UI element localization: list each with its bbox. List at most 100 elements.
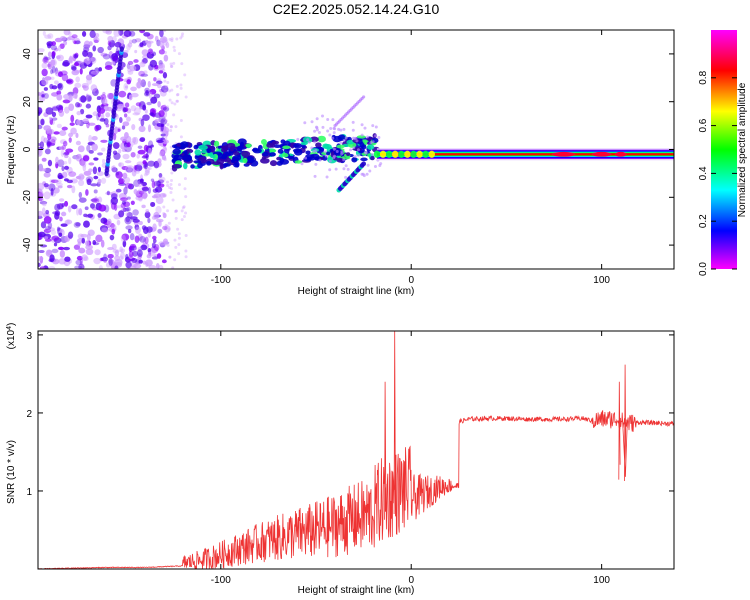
- snr-x-tick-label: 0: [408, 575, 414, 586]
- noise-fringe: [169, 62, 173, 66]
- noise-fringe: [168, 98, 172, 102]
- noise-blob: [44, 148, 51, 155]
- noise-fringe: [184, 249, 188, 253]
- noise-blob: [152, 235, 157, 240]
- noise-blob: [156, 122, 163, 127]
- noise-blob: [57, 83, 63, 89]
- band-blob: [262, 151, 269, 157]
- noise-blob: [153, 93, 161, 99]
- band-blob: [194, 149, 202, 156]
- noise-blob: [133, 189, 138, 195]
- band-halo: [326, 118, 330, 122]
- noise-blob: [85, 93, 89, 100]
- noise-blob: [64, 219, 73, 225]
- noise-fringe: [170, 37, 174, 41]
- noise-blob: [42, 57, 49, 64]
- noise-blob: [104, 65, 113, 70]
- band-halo: [365, 172, 369, 176]
- figure-title: C2E2.2025.052.14.24.G10: [273, 1, 440, 17]
- noise-blob: [67, 205, 72, 213]
- noise-blob: [159, 192, 167, 198]
- noise-blob: [153, 77, 157, 82]
- noise-blob: [87, 213, 94, 218]
- noise-blob: [120, 251, 125, 260]
- noise-blob: [146, 33, 154, 40]
- noise-blob: [56, 226, 61, 232]
- band-blob: [213, 140, 220, 147]
- noise-blob: [61, 144, 67, 150]
- noise-blob: [61, 203, 65, 208]
- band-halo: [315, 128, 319, 132]
- noise-fringe: [162, 68, 166, 72]
- noise-fringe: [174, 209, 178, 213]
- noise-blob: [115, 50, 120, 57]
- noise-blob: [122, 240, 127, 248]
- band-blob: [356, 135, 366, 139]
- noise-blob: [82, 49, 88, 57]
- noise-blob: [91, 197, 100, 204]
- noise-fringe: [164, 147, 168, 151]
- noise-blob: [145, 259, 153, 267]
- noise-blob: [136, 153, 140, 159]
- band-blob: [282, 145, 291, 150]
- noise-blob: [79, 174, 85, 180]
- band-blob: [206, 160, 212, 166]
- noise-blob: [144, 236, 149, 244]
- transition-blob: [373, 150, 381, 158]
- band-blob: [242, 157, 248, 164]
- band-halo: [332, 147, 336, 151]
- noise-blob: [87, 122, 96, 126]
- spectrogram-panel: -100 0 100 -40 -20 0 20 40 Height of straight …: [6, 29, 675, 297]
- noise-blob: [121, 125, 126, 130]
- noise-fringe: [163, 30, 167, 33]
- noise-blob: [159, 30, 164, 38]
- noise-blob: [105, 262, 111, 268]
- band-blob: [234, 161, 240, 168]
- band-halo: [329, 127, 333, 131]
- noise-blob: [62, 161, 68, 165]
- noise-blob: [131, 169, 137, 177]
- band-halo: [363, 126, 367, 130]
- band-blob: [193, 160, 202, 164]
- colorbar-tick-label: 0.6: [698, 118, 709, 132]
- noise-blob: [159, 150, 165, 157]
- noise-blob: [131, 257, 138, 263]
- noise-fringe: [177, 243, 181, 247]
- band-halo: [333, 127, 337, 131]
- band-halo: [344, 164, 348, 168]
- noise-blob: [135, 102, 142, 107]
- noise-blob: [53, 242, 58, 247]
- noise-blob: [114, 249, 119, 257]
- noise-blob: [60, 223, 68, 227]
- noise-fringe: [165, 180, 169, 184]
- noise-blob: [152, 188, 159, 193]
- band-halo: [362, 174, 366, 178]
- noise-blob: [103, 105, 110, 112]
- band-blob: [293, 143, 303, 149]
- noise-blob: [160, 133, 166, 137]
- noise-blob: [78, 173, 85, 181]
- noise-blob: [103, 117, 109, 125]
- noise-blob: [91, 143, 98, 152]
- noise-blob: [39, 266, 45, 269]
- band-blob: [182, 154, 192, 162]
- noise-fringe: [184, 95, 188, 99]
- noise-blob: [155, 218, 164, 223]
- noise-blob: [43, 92, 49, 99]
- band-halo: [351, 136, 355, 140]
- noise-blob: [53, 80, 59, 85]
- noise-blob: [41, 62, 48, 69]
- noise-blob: [38, 249, 45, 254]
- noise-fringe: [166, 209, 170, 213]
- noise-blob: [127, 70, 134, 75]
- noise-blob: [50, 69, 54, 75]
- band-halo: [366, 163, 370, 167]
- noise-fringe: [183, 73, 187, 77]
- band-halo: [355, 139, 359, 143]
- noise-blob: [68, 171, 77, 177]
- noise-blob: [51, 41, 57, 46]
- noise-blob: [107, 253, 114, 259]
- noise-blob: [160, 118, 168, 125]
- noise-blob: [123, 78, 128, 83]
- noise-blob: [78, 208, 83, 216]
